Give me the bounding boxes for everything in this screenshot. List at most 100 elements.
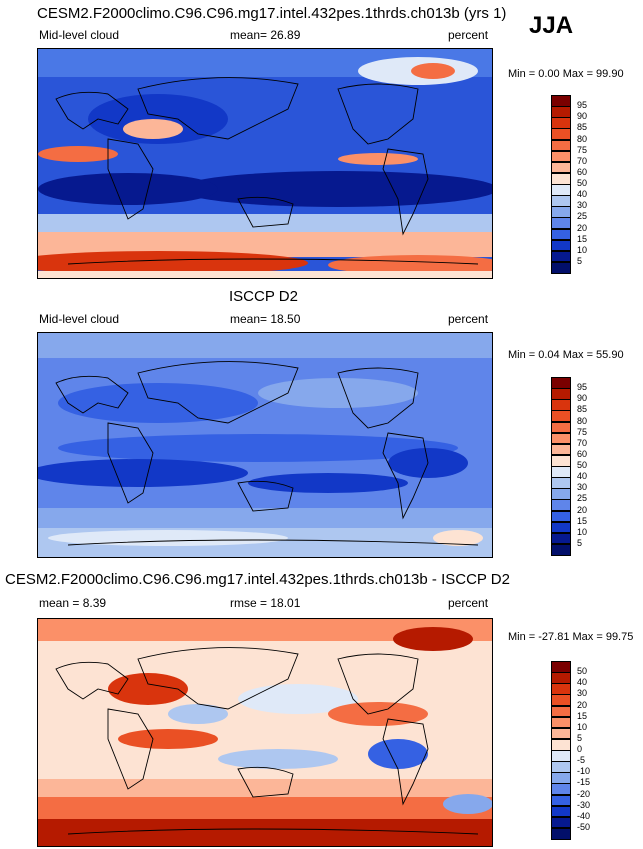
colorbar-swatch	[551, 184, 571, 196]
colorbar-tick-label: 20	[577, 504, 588, 515]
colorbar-swatch	[551, 499, 571, 511]
colorbar-swatch	[551, 521, 571, 534]
colorbar-tick-label: 85	[577, 404, 588, 415]
colorbar-swatch	[551, 261, 571, 274]
colorbar-tick-label: 75	[577, 426, 588, 437]
colorbar-swatch	[551, 421, 571, 434]
colorbar-tick-label: 95	[577, 100, 588, 111]
colorbar-swatch	[551, 217, 571, 229]
colorbar-tick-label: 50	[577, 178, 588, 188]
colorbar-tick-label: 15	[577, 515, 588, 526]
colorbar-swatch	[551, 705, 571, 718]
season-label: JJA	[529, 12, 574, 39]
panel-3-colorbar: 50 40 30 20 15 10 5 0 -5 -10 -15 -20 -30 -40 -50	[551, 661, 611, 840]
colorbar-swatch	[551, 750, 571, 762]
colorbar-tick-label: 90	[577, 111, 588, 122]
colorbar-swatch	[551, 805, 571, 818]
panel-3-minmax: Min = -27.81 Max = 99.75	[508, 631, 634, 643]
colorbar-swatch	[551, 716, 571, 729]
colorbar-tick-label: 60	[577, 448, 588, 459]
colorbar-tick-label: 40	[577, 189, 588, 200]
panel-1-variable-label: Mid-level cloud	[39, 28, 120, 42]
colorbar-tick-label: 30	[577, 200, 588, 211]
colorbar-swatch	[551, 172, 571, 185]
panel-2-colorbar: 95 90 85 80 75 70 60 50 40 30 25 20 15 10 5	[551, 377, 611, 556]
colorbar-tick-label: 5	[577, 732, 583, 743]
colorbar-tick-label: 20	[577, 699, 588, 710]
colorbar-tick-label: 50	[577, 460, 588, 470]
colorbar-tick-label: 85	[577, 122, 588, 133]
colorbar-swatch	[551, 161, 571, 174]
colorbar-tick-label: 15	[577, 710, 588, 721]
panel-1-title: CESM2.F2000climo.C96.C96.mg17.intel.432p…	[37, 5, 507, 22]
colorbar-tick-label: -20	[577, 788, 591, 799]
colorbar-swatch	[551, 95, 571, 107]
colorbar-tick-label: -40	[577, 810, 591, 821]
colorbar-swatch	[551, 672, 571, 684]
colorbar-tick-label: 10	[577, 526, 588, 537]
colorbar-tick-label: 40	[577, 471, 588, 482]
colorbar-swatch	[551, 443, 571, 456]
colorbar-tick-label: 70	[577, 437, 588, 448]
colorbar-tick-label: 80	[577, 133, 588, 144]
colorbar-swatch	[551, 816, 571, 829]
panel-2-map	[37, 332, 493, 558]
colorbar-tick-label: -30	[577, 799, 591, 810]
colorbar-swatch	[551, 683, 571, 695]
colorbar-tick-label: 40	[577, 677, 588, 688]
panel-3-map	[37, 618, 493, 847]
colorbar-swatch	[551, 772, 571, 784]
colorbar-tick-label: 80	[577, 415, 588, 426]
colorbar-swatch	[551, 761, 571, 773]
colorbar-swatch	[551, 738, 571, 751]
colorbar-swatch	[551, 228, 571, 241]
colorbar-swatch	[551, 727, 571, 740]
colorbar-tick-label: 30	[577, 688, 588, 699]
colorbar-tick-label: -10	[577, 766, 591, 777]
colorbar-swatch	[551, 783, 571, 795]
colorbar-tick-label: -50	[577, 821, 591, 832]
panel-2-mean: mean= 18.50	[230, 312, 301, 326]
colorbar-swatch	[551, 466, 571, 478]
panel-1-map	[37, 48, 493, 279]
colorbar-tick-label: 5	[577, 537, 583, 548]
colorbar-tick-label: 75	[577, 144, 588, 155]
colorbar-tick-label: 25	[577, 211, 588, 222]
panel-1-map-image	[38, 49, 492, 278]
panel-3-mean: mean = 8.39	[39, 596, 107, 610]
colorbar-swatch	[551, 106, 571, 118]
colorbar-swatch	[551, 139, 571, 152]
colorbar-swatch	[551, 543, 571, 556]
colorbar-swatch	[551, 477, 571, 489]
panel-3-units: percent	[448, 596, 489, 610]
colorbar-swatch	[551, 432, 571, 445]
colorbar-swatch	[551, 794, 571, 807]
colorbar-swatch	[551, 377, 571, 389]
colorbar-swatch	[551, 388, 571, 400]
colorbar-swatch	[551, 661, 571, 673]
colorbar-swatch	[551, 206, 571, 218]
colorbar-tick-label: -5	[577, 755, 586, 766]
panel-2-variable-label: Mid-level cloud	[39, 312, 120, 326]
panel-3-rmse: rmse = 18.01	[230, 596, 301, 610]
colorbar-tick-label: 60	[577, 166, 588, 177]
colorbar-swatch	[551, 454, 571, 467]
colorbar-tick-label: 95	[577, 382, 588, 393]
panel-1-units: percent	[448, 28, 489, 42]
colorbar-tick-label: 10	[577, 721, 588, 732]
colorbar-tick-label: 5	[577, 255, 583, 266]
colorbar-swatch	[551, 195, 571, 207]
colorbar-tick-label: 90	[577, 393, 588, 404]
colorbar-tick-label: 20	[577, 222, 588, 233]
panel-1-mean: mean= 26.89	[230, 28, 301, 42]
colorbar-tick-label: 25	[577, 493, 588, 504]
colorbar-tick-label: -15	[577, 777, 591, 788]
colorbar-swatch	[551, 250, 571, 263]
colorbar-tick-label: 15	[577, 233, 588, 244]
colorbar-swatch	[551, 510, 571, 523]
panel-3-title: CESM2.F2000climo.C96.C96.mg17.intel.432p…	[5, 571, 510, 588]
colorbar-swatch	[551, 128, 571, 140]
colorbar-tick-label: 70	[577, 155, 588, 166]
colorbar-tick-label: 50	[577, 666, 588, 677]
colorbar-tick-label: 10	[577, 244, 588, 255]
